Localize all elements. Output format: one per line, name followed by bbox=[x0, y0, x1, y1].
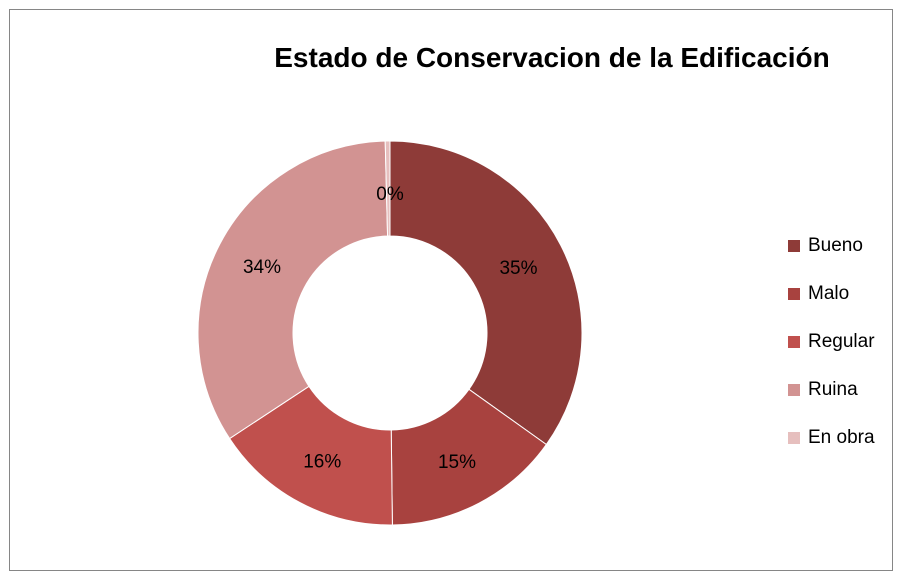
legend-label-ruina: Ruina bbox=[808, 379, 858, 400]
legend-item-ruina: Ruina bbox=[788, 366, 875, 414]
data-label-bueno: 35% bbox=[499, 258, 537, 279]
legend-swatch-malo bbox=[788, 288, 800, 300]
legend-label-regular: Regular bbox=[808, 331, 875, 352]
chart-title-text: Estado de Conservacion de la Edificación bbox=[274, 42, 830, 73]
data-label-regular: 16% bbox=[303, 452, 341, 473]
legend-item-regular: Regular bbox=[788, 318, 875, 366]
legend-swatch-en-obra bbox=[788, 432, 800, 444]
legend-swatch-ruina bbox=[788, 384, 800, 396]
slice-en-obra bbox=[384, 140, 391, 237]
slice-ruina bbox=[197, 140, 389, 440]
legend-item-malo: Malo bbox=[788, 270, 875, 318]
slice-bueno bbox=[389, 140, 583, 446]
legend-label-bueno: Bueno bbox=[808, 235, 863, 256]
legend-label-en-obra: En obra bbox=[808, 427, 875, 448]
chart-title: Estado de Conservacion de la Edificación bbox=[10, 42, 892, 74]
slice-regular bbox=[228, 385, 393, 526]
legend-item-bueno: Bueno bbox=[788, 222, 875, 270]
data-label-malo: 15% bbox=[438, 452, 476, 473]
legend-swatch-bueno bbox=[788, 240, 800, 252]
legend-item-en-obra: En obra bbox=[788, 414, 875, 462]
legend-label-malo: Malo bbox=[808, 283, 850, 304]
legend-swatch-regular bbox=[788, 336, 800, 348]
data-label-ruina: 34% bbox=[243, 257, 281, 278]
data-label-en-obra: 0% bbox=[376, 184, 404, 205]
legend: Bueno Malo Regular Ruina En obra bbox=[788, 222, 875, 462]
